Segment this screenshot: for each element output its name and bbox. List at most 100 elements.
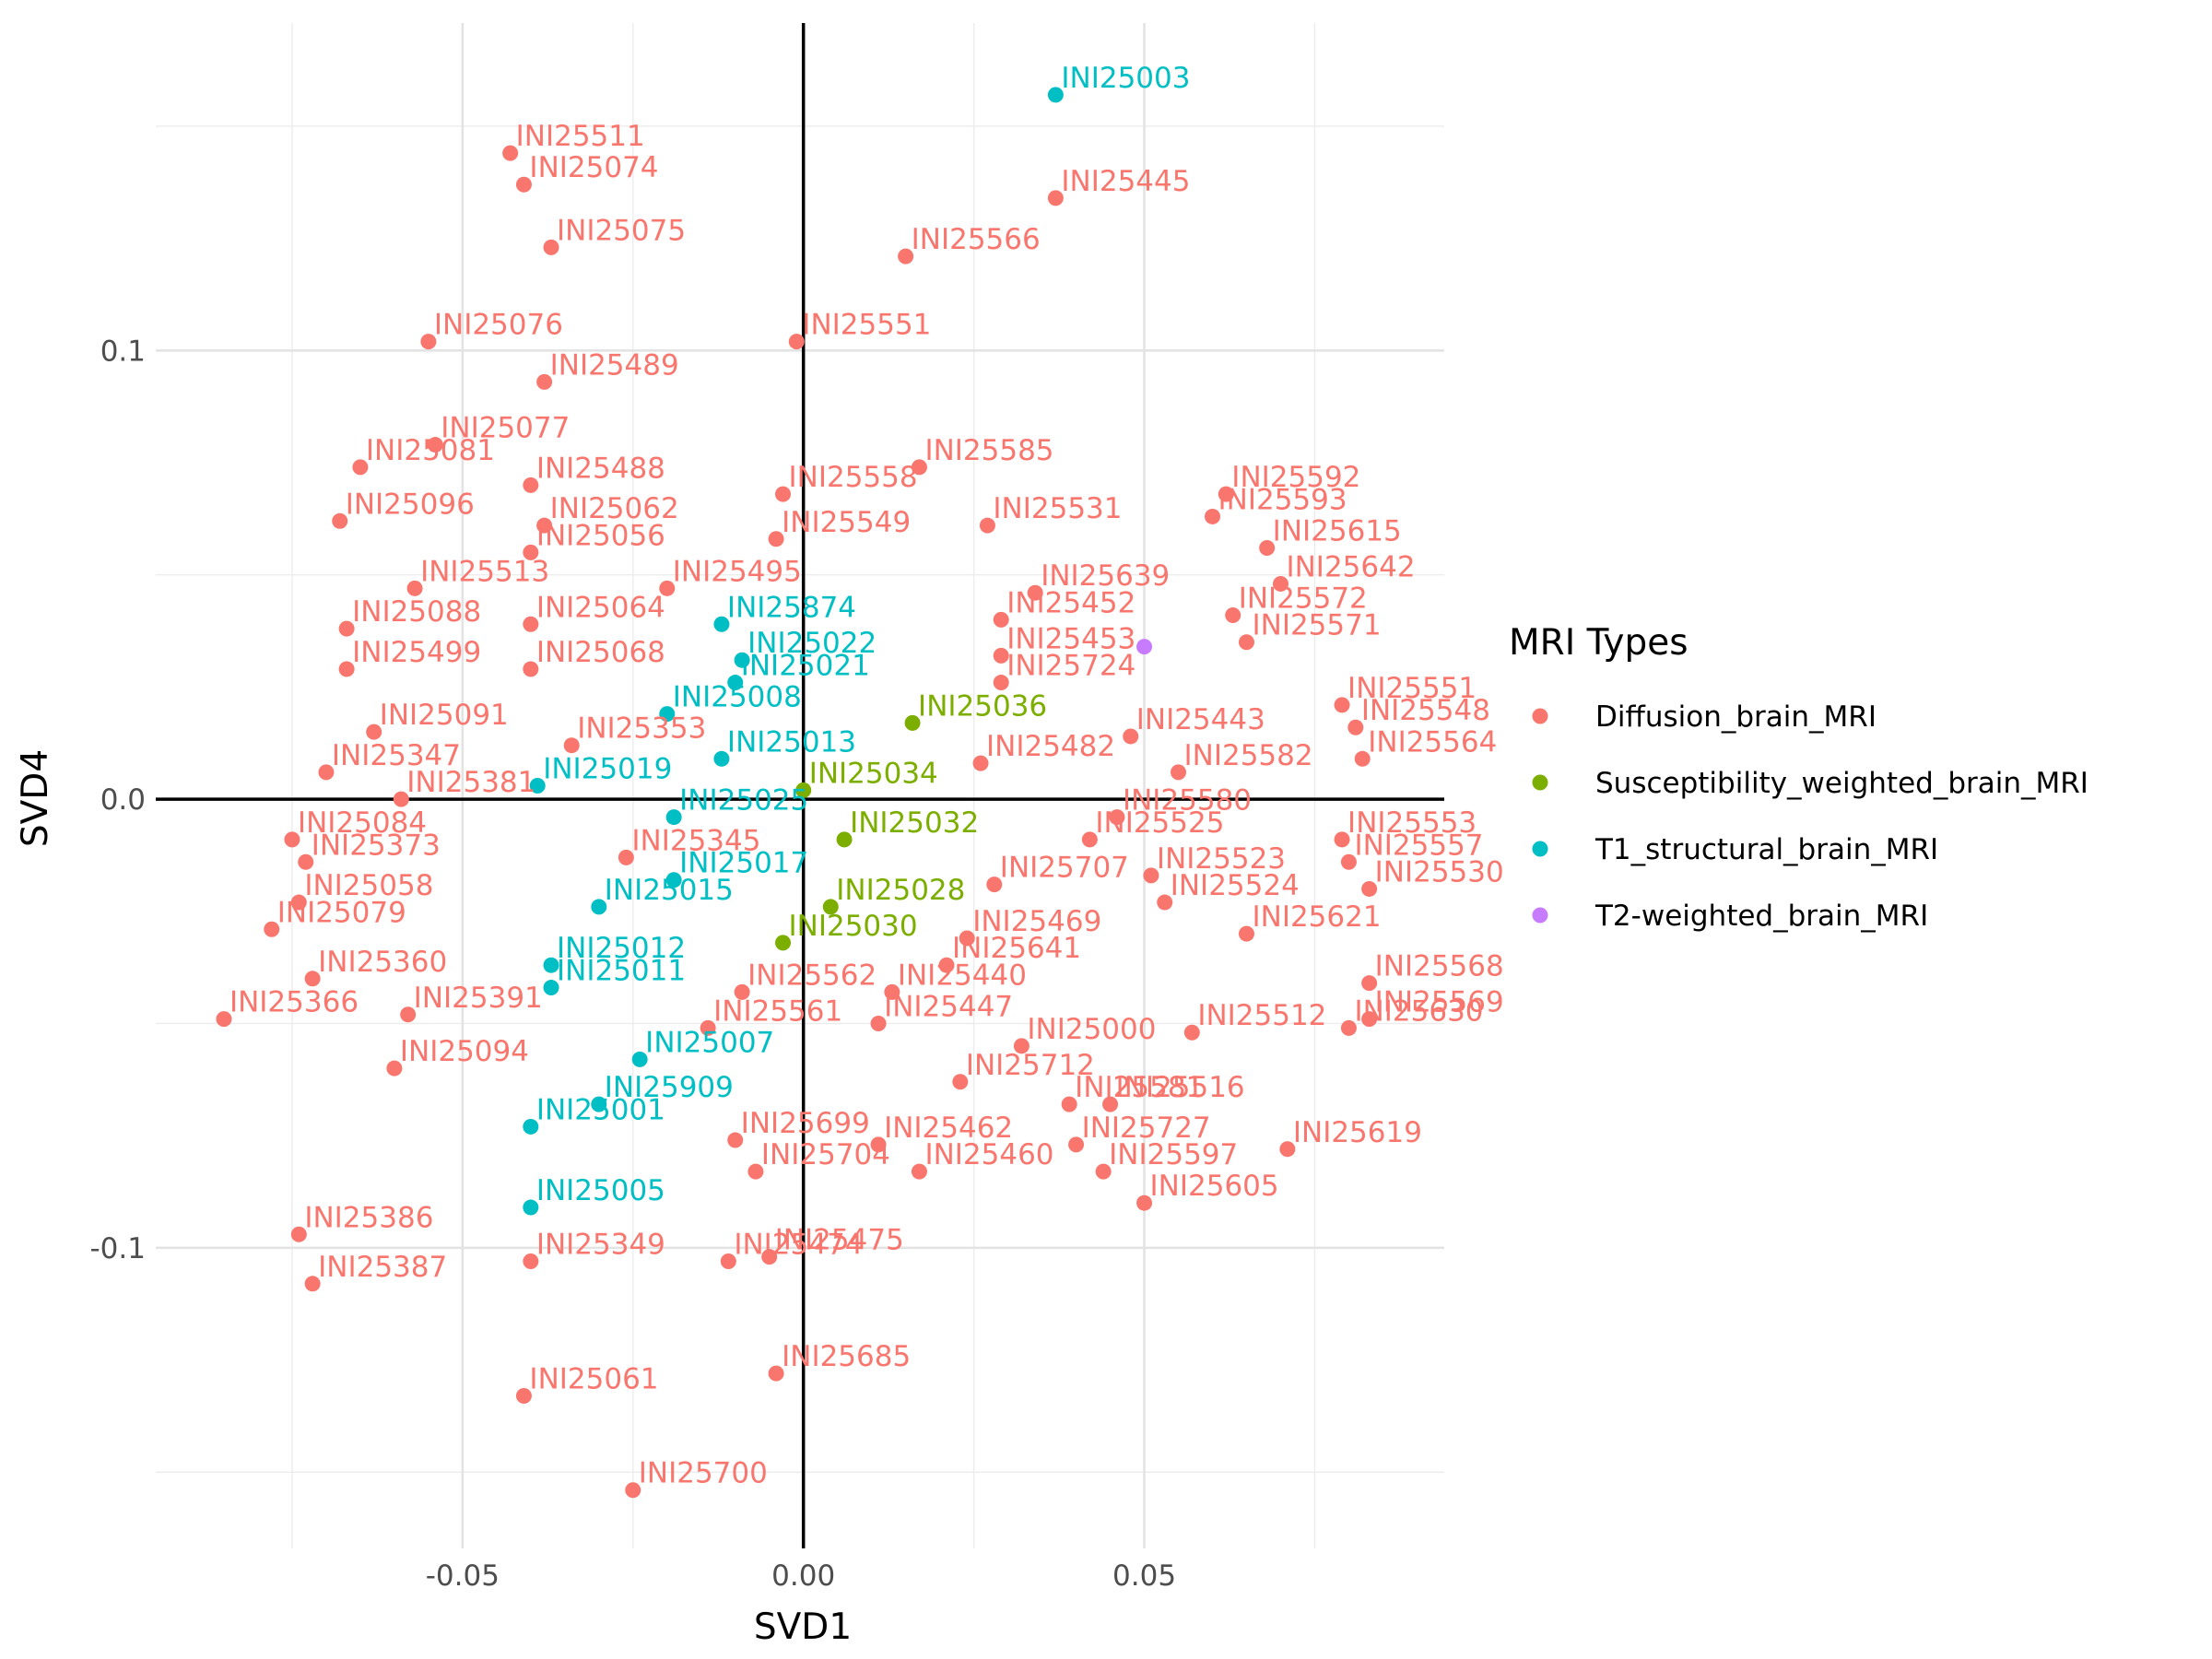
point-label: INI25551 [802, 309, 931, 342]
point-label: INI25443 [1136, 703, 1265, 736]
point-label: INI25499 [352, 636, 481, 669]
data-point [768, 1365, 784, 1382]
x-tick-label: 0.05 [1112, 1559, 1176, 1593]
point-label: INI25605 [1150, 1170, 1279, 1203]
point-label: INI25513 [420, 555, 549, 588]
point-label: INI25013 [727, 725, 856, 759]
data-point [264, 921, 280, 937]
point-label: INI25561 [713, 994, 842, 1028]
point-label: INI25462 [884, 1112, 1013, 1145]
legend-key [1532, 841, 1548, 857]
y-tick-label: 0.1 [100, 335, 146, 368]
data-point [761, 1249, 778, 1265]
legend-entry-label: Diffusion_brain_MRI [1595, 700, 1877, 734]
point-label: INI25524 [1171, 869, 1300, 902]
point-label: INI25453 [1006, 622, 1135, 655]
point-label: INI25025 [679, 784, 808, 818]
point-label: INI25642 [1286, 550, 1415, 583]
point-label: INI25022 [747, 627, 877, 660]
point-label: INI25003 [1061, 62, 1190, 95]
x-tick-label: 0.00 [771, 1559, 835, 1593]
point-label: INI25551 [1347, 672, 1477, 705]
point-label: INI25712 [966, 1049, 1095, 1082]
data-point [393, 791, 409, 807]
data-point [515, 1388, 532, 1404]
data-point [1225, 607, 1241, 624]
data-point [523, 477, 539, 493]
legend-entry-label: T2-weighted_brain_MRI [1594, 900, 1928, 933]
point-label: INI25091 [380, 699, 509, 732]
data-point [338, 661, 355, 677]
data-point [427, 437, 443, 453]
point-label: INI25373 [312, 829, 441, 862]
point-label: INI25094 [400, 1035, 529, 1068]
data-point [788, 334, 805, 350]
point-label: INI25615 [1273, 515, 1402, 548]
data-point [1340, 1019, 1357, 1036]
x-tick-label: -0.05 [426, 1559, 500, 1593]
data-point [1334, 831, 1350, 848]
data-point [1171, 764, 1187, 781]
legend-key [1532, 708, 1548, 724]
point-label: INI25700 [639, 1457, 768, 1490]
point-label: INI25062 [550, 492, 679, 525]
data-point [290, 1226, 307, 1242]
data-point [523, 1118, 539, 1135]
data-point [1061, 1096, 1077, 1112]
data-point [536, 517, 553, 534]
point-label: INI25021 [741, 650, 870, 683]
x-axis-title: SVD1 [754, 1606, 852, 1648]
point-label: INI25562 [747, 959, 877, 992]
point-label: INI25621 [1252, 900, 1381, 934]
data-point [727, 675, 744, 691]
data-point [332, 512, 348, 529]
data-point [1047, 87, 1064, 103]
data-point [959, 930, 975, 947]
point-label: INI25597 [1109, 1138, 1238, 1171]
data-point [1157, 894, 1173, 911]
data-point [665, 872, 682, 888]
data-point [515, 176, 532, 193]
point-label: INI25511 [516, 120, 645, 153]
point-label: INI25360 [318, 946, 447, 979]
point-label: INI25077 [441, 412, 570, 445]
point-label: INI25028 [836, 874, 965, 907]
point-label: INI25345 [631, 824, 760, 857]
data-point [911, 1163, 927, 1180]
data-point [1272, 575, 1288, 592]
point-label: INI25081 [366, 434, 495, 467]
data-point [720, 1253, 736, 1269]
data-point [1013, 1038, 1030, 1054]
point-label: INI25569 [1375, 986, 1504, 1019]
point-label: INI25530 [1375, 855, 1504, 888]
data-point [420, 334, 437, 350]
point-label: INI25353 [577, 712, 706, 746]
data-point [1081, 831, 1098, 848]
data-point [1347, 719, 1364, 735]
point-label: INI25452 [1006, 586, 1135, 619]
data-point [618, 849, 634, 865]
point-label: INI25017 [679, 847, 808, 880]
data-point [836, 831, 853, 848]
point-label: INI25474 [734, 1228, 863, 1261]
legend-entry-label: T1_structural_brain_MRI [1594, 833, 1938, 866]
point-label: INI25571 [1252, 609, 1381, 642]
y-axis-title: SVD4 [15, 749, 56, 847]
data-point [986, 877, 1003, 893]
data-point [665, 809, 682, 826]
point-label: INI25619 [1293, 1116, 1422, 1149]
data-point [523, 1199, 539, 1216]
point-label: INI25488 [536, 452, 665, 485]
point-label: INI25036 [918, 689, 1047, 723]
point-label: INI25707 [1000, 852, 1129, 885]
data-point [659, 580, 676, 596]
point-label: INI25582 [1184, 739, 1313, 772]
data-point [1102, 1096, 1119, 1112]
point-label: INI25056 [536, 519, 665, 552]
data-point [1027, 584, 1043, 601]
point-label: INI25581 [1075, 1071, 1204, 1104]
legend-key [1532, 774, 1548, 791]
data-point [563, 737, 580, 754]
point-label: INI25523 [1157, 842, 1286, 876]
point-label: INI25012 [557, 932, 686, 965]
